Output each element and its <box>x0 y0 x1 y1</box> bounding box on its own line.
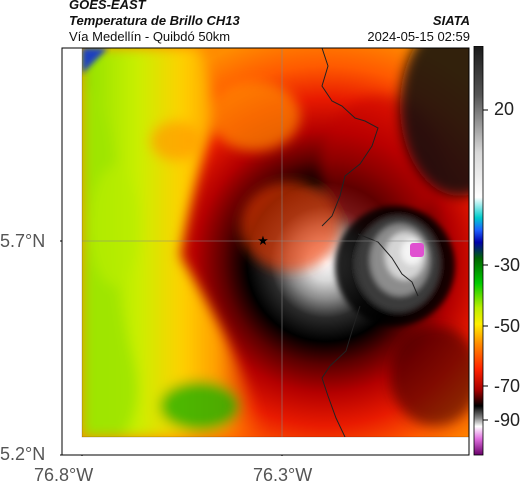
satellite-title: GOES-EAST <box>69 0 146 12</box>
lon-tick-label: 76.3°W <box>253 465 313 485</box>
brightness-temperature-map: ★ <box>60 46 488 456</box>
colorbar-tick-label: -30 <box>494 255 521 275</box>
location-marker-icon: ★ <box>257 233 269 248</box>
timestamp-label: 2024-05-15 02:59 <box>367 29 470 44</box>
lat-tick-label: 5.2°N <box>0 444 46 464</box>
lat-tick-label: 5.7°N <box>0 231 46 251</box>
coldest-cloud-top <box>410 243 424 257</box>
colorbar-tick-label: -90 <box>494 410 521 430</box>
agency-label: SIATA <box>432 13 470 28</box>
product-title: Temperatura de Brillo CH13 <box>69 13 240 28</box>
colorbar-tick-label: -70 <box>494 376 521 396</box>
country-border <box>321 48 379 227</box>
lon-tick-label: 76.8°W <box>34 465 94 485</box>
colorbar-tick-label: 20 <box>494 99 515 119</box>
region-label: Vía Medellín - Quibdó 50km <box>69 29 231 44</box>
colorbar-tick-label: -50 <box>494 316 521 336</box>
colorbar <box>473 46 484 456</box>
